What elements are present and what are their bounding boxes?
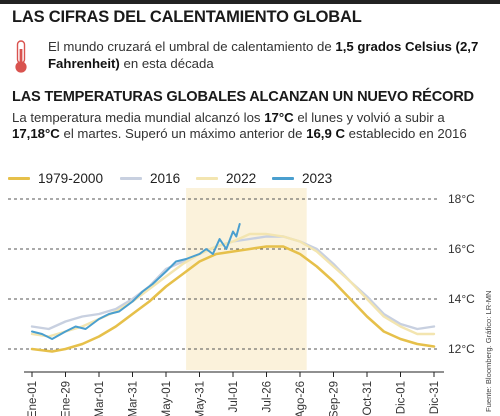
legend-label-2022: 2022 <box>226 170 257 186</box>
intro-text-pre: El mundo cruzará el umbral de calentamie… <box>48 39 332 54</box>
summer-band <box>186 188 307 370</box>
body-part-3: el martes. Superó un máximo anterior de <box>63 126 303 141</box>
page-title: LAS CIFRAS DEL CALENTAMIENTO GLOBAL <box>12 8 362 26</box>
body-part-1: La temperatura media mundial alcanzó los <box>12 110 261 125</box>
legend-label-2023: 2023 <box>302 170 333 186</box>
body-bold-3: 16,9 C <box>306 126 345 141</box>
intro-text-highlight: 1,5 grados Celsius (2,7 Fahrenheit) <box>48 39 479 71</box>
y-tick-label-16: 16°C <box>448 242 475 256</box>
legend-swatch-2022 <box>196 176 218 180</box>
thermometer-icon <box>15 40 27 73</box>
intro-text: El mundo cruzará el umbral de calentamie… <box>48 38 488 72</box>
x-tick-label-5: May-31 <box>195 381 207 416</box>
legend-swatch-1979-2000 <box>8 176 30 180</box>
x-tick-label-9: Sep-29 <box>329 381 341 416</box>
series-line-1979-2000 <box>30 245 436 353</box>
x-tick-label-8: Ago-26 <box>295 381 307 416</box>
x-tick-label-1: Ene-29 <box>61 381 73 416</box>
legend-item-2016: 2016 <box>120 168 180 188</box>
x-tick-label-12: Dic-31 <box>429 381 441 414</box>
temperature-chart: 18°C 16°C 14°C 12°C Ene-01 Ene-29 Mar-01 Mar-31… <box>8 188 475 416</box>
legend-item-2023: 2023 <box>272 168 332 188</box>
x-tick-label-10: Oct-31 <box>362 381 374 416</box>
x-tick-label-0: Ene-01 <box>27 381 39 416</box>
y-tick-label-14: 14°C <box>448 292 475 306</box>
section-title: LAS TEMPERATURAS GLOBALES ALCANZAN UN NU… <box>12 89 474 105</box>
body-part-4: establecido en 2016 <box>348 126 467 141</box>
source-note: Fuente: Bloomberg. Gráfico: LR-MN <box>484 290 493 412</box>
body-bold-1: 17°C <box>264 110 294 125</box>
legend-item-2022: 2022 <box>196 168 256 188</box>
x-tick-label-11: Dic-01 <box>396 381 408 414</box>
x-tick-label-7: Jul-26 <box>262 381 274 412</box>
top-rule <box>0 0 500 4</box>
legend-swatch-2016 <box>120 176 142 180</box>
x-tick-label-6: Jul-01 <box>228 381 240 412</box>
intro-text-post: en esta década <box>123 56 214 71</box>
x-tick-label-4: May-01 <box>161 381 173 416</box>
legend-label-1979-2000: 1979-2000 <box>38 170 104 186</box>
section-body: La temperatura media mundial alcanzó los… <box>12 110 482 142</box>
legend-label-2016: 2016 <box>150 170 181 186</box>
y-tick-label-18: 18°C <box>448 192 475 206</box>
body-part-2: el lunes y volvió a subir a <box>297 110 445 125</box>
legend-swatch-2023 <box>272 176 294 180</box>
y-tick-label-12: 12°C <box>448 342 475 356</box>
x-tick-label-3: Mar-31 <box>128 381 140 416</box>
series-line-2023 <box>31 223 241 340</box>
body-bold-2: 17,18°C <box>12 126 60 141</box>
x-tick-label-2: Mar-01 <box>94 381 106 416</box>
chart-legend: 1979-2000 2016 2022 2023 <box>8 168 488 188</box>
legend-item-1979-2000: 1979-2000 <box>8 168 103 188</box>
